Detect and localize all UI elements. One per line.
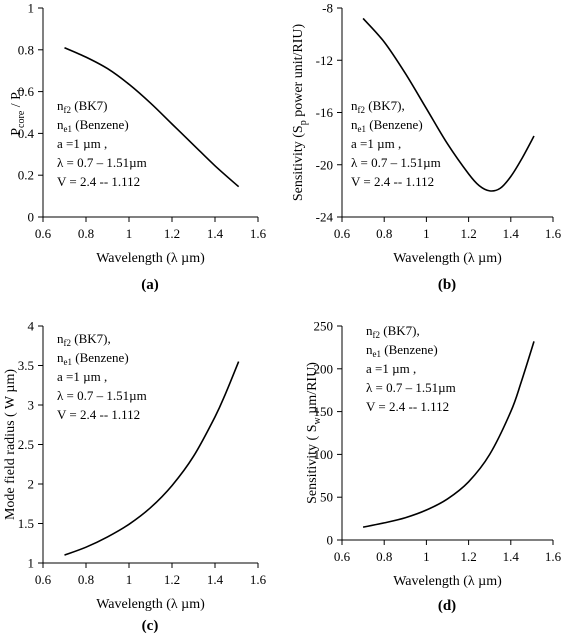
y-tick-label: -16 [316, 105, 334, 120]
x-axis-label: Wavelength (λ µm) [393, 574, 502, 589]
annotation-line: a =1 µm , [351, 136, 401, 151]
y-tick-label: 250 [314, 319, 334, 334]
annotation-line: V = 2.4 -- 1.112 [366, 399, 449, 414]
x-tick-label: 1.6 [545, 226, 562, 241]
annotation-line: ne1 (Benzene) [57, 117, 129, 134]
y-tick-label: 3.5 [18, 358, 34, 373]
annotation-line: nf2 (BK7), [57, 331, 111, 348]
y-tick-label: 0.6 [18, 84, 35, 99]
y-tick-label: 0 [327, 533, 334, 548]
series-line [64, 46, 240, 188]
y-tick-label: 0.2 [18, 168, 34, 183]
x-tick-label: 1.2 [164, 226, 180, 241]
annotation-line: nf2 (BK7), [351, 98, 405, 115]
x-tick-label: 1 [423, 226, 430, 241]
x-tick-label: 1.6 [250, 572, 267, 587]
y-tick-label: 150 [314, 404, 334, 419]
panel-caption: (c) [142, 618, 159, 634]
series-line [64, 361, 240, 556]
y-tick-label: 4 [28, 319, 35, 334]
annotation-line: ne1 (Benzene) [366, 342, 438, 359]
annotation-line: λ = 0.7 – 1.51µm [57, 155, 147, 170]
chart-panel-4: 0.6 0.8 1 1.2 1.4 1.6 0 50 100 150 200 250 Wavelengt… [305, 319, 562, 615]
series-line [362, 17, 535, 192]
x-tick-label: 1.2 [460, 226, 476, 241]
y-tick-label: -20 [316, 157, 333, 172]
annotation-line: V = 2.4 -- 1.112 [351, 174, 434, 189]
chart-panel-1: 0.6 0.8 1 1.2 1.4 1.6 0 0.2 0.4 0.6 0.8 1 Wavelength… [9, 1, 267, 294]
x-tick-label: 1.4 [207, 572, 224, 587]
x-tick-label: 1.4 [503, 226, 520, 241]
x-tick-label: 1.4 [207, 226, 224, 241]
chart-panel-2: 0.6 0.8 1 1.2 1.4 1.6 -24 -20 -16 -12 -8 Wavelength… [291, 1, 562, 294]
y-tick-label: 1 [28, 1, 35, 16]
x-axis-label: Wavelength (λ µm) [96, 251, 205, 266]
x-tick-label: 1 [423, 549, 430, 564]
y-tick-label: 1.5 [18, 516, 34, 531]
y-axis-label: Sensitivity (Sp power unit/RIU) [291, 24, 309, 202]
y-axis-label: Mode field radius ( W µm) [3, 369, 18, 520]
y-tick-label: 200 [314, 361, 334, 376]
x-tick-label: 0.6 [35, 572, 52, 587]
x-tick-label: 0.8 [78, 226, 94, 241]
x-tick-label: 1.2 [460, 549, 476, 564]
x-tick-label: 0.8 [78, 572, 94, 587]
y-tick-label: 1 [28, 556, 35, 571]
y-tick-label: 0 [28, 210, 35, 225]
x-tick-label: 0.8 [376, 549, 392, 564]
y-axis-label: Pcore / Pi [9, 89, 27, 136]
x-tick-label: 0.8 [376, 226, 392, 241]
y-tick-label: 100 [314, 447, 334, 462]
y-axis-label: Sensitivity ( Sw µm/RIU) [305, 362, 323, 504]
x-tick-label: 1.6 [545, 549, 562, 564]
annotation-line: ne1 (Benzene) [351, 117, 423, 134]
y-tick-label: -8 [322, 1, 333, 16]
x-tick-label: 0.6 [35, 226, 52, 241]
annotation-line: V = 2.4 -- 1.112 [57, 407, 140, 422]
y-tick-label: 2.5 [18, 437, 34, 452]
annotation-line: nf2 (BK7), [366, 323, 420, 340]
x-tick-label: 1.6 [250, 226, 267, 241]
y-tick-label: 3 [28, 398, 35, 413]
annotation-line: λ = 0.7 – 1.51µm [351, 155, 441, 170]
y-tick-label: 0.8 [18, 42, 34, 57]
annotation-line: a =1 µm , [57, 369, 107, 384]
annotation-line: V = 2.4 -- 1.112 [57, 174, 140, 189]
annotation-line: ne1 (Benzene) [57, 350, 129, 367]
series-line [362, 341, 535, 528]
annotation-line: nf2 (BK7) [57, 98, 107, 115]
panel-caption: (d) [438, 598, 456, 614]
y-tick-label: -12 [316, 53, 333, 68]
y-tick-label: -24 [316, 210, 334, 225]
chart-panel-3: 0.6 0.8 1 1.2 1.4 1.6 1 1.5 2 2.5 3 3.5 4 Wavelength … [3, 319, 267, 635]
annotation-line: a =1 µm , [366, 361, 416, 376]
panel-caption: (a) [141, 277, 159, 293]
y-tick-label: 2 [28, 477, 35, 492]
y-tick-label: 0.4 [18, 126, 35, 141]
annotation-line: λ = 0.7 – 1.51µm [57, 388, 147, 403]
y-tick-label: 50 [320, 490, 333, 505]
x-tick-label: 1 [126, 226, 133, 241]
x-tick-label: 1.4 [503, 549, 520, 564]
x-axis-label: Wavelength (λ µm) [393, 251, 502, 266]
annotation-line: λ = 0.7 – 1.51µm [366, 380, 456, 395]
x-tick-label: 1 [126, 572, 133, 587]
x-tick-label: 1.2 [164, 572, 180, 587]
panel-caption: (b) [438, 277, 456, 293]
x-axis-label: Wavelength (λ µm) [96, 597, 205, 612]
annotation-line: a =1 µm , [57, 136, 107, 151]
x-tick-label: 0.6 [334, 549, 351, 564]
x-tick-label: 0.6 [334, 226, 351, 241]
